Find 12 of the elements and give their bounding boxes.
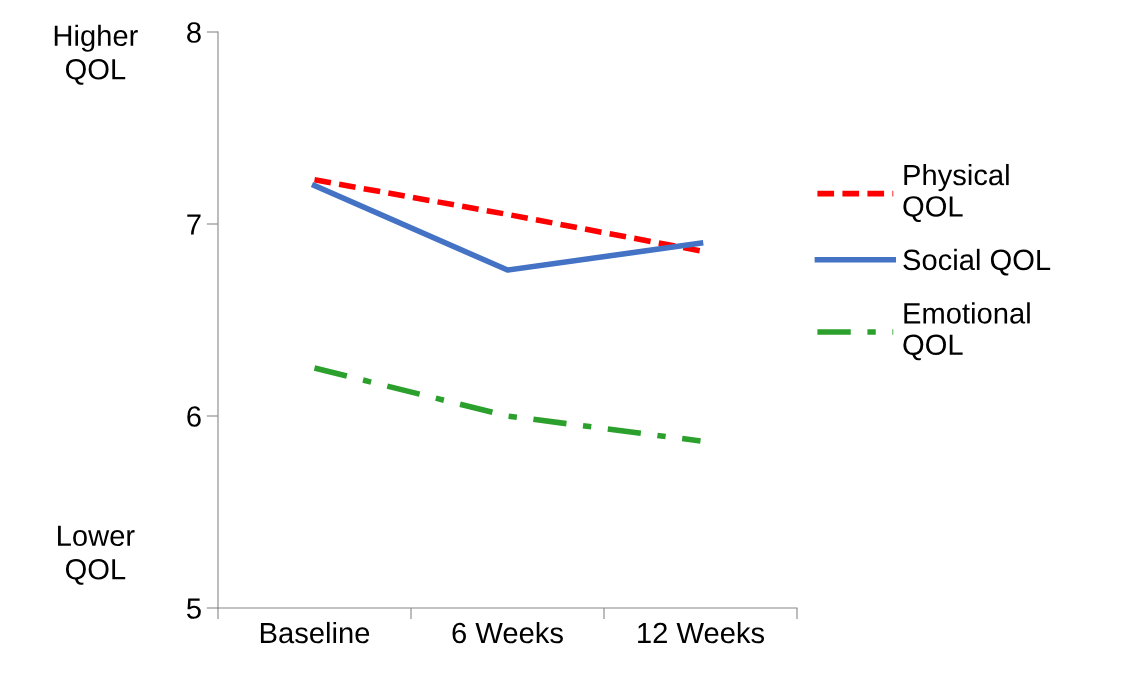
x-tick-label: 12 Weeks	[638, 621, 765, 644]
y-tick-label: 6	[187, 406, 201, 427]
text: Lower QOL	[58, 525, 135, 585]
x-tick-label: 6 Weeks	[452, 621, 563, 644]
legend-label: Social QOL	[903, 248, 1051, 276]
text: Higher QOL	[54, 24, 138, 85]
y-tick-label: 5	[186, 598, 201, 619]
y-tick-label: 7	[187, 214, 201, 235]
legend-label: Emotional QOL	[903, 302, 1030, 361]
y-tick-label: 8	[187, 22, 201, 43]
x-tick-label: Baseline	[260, 621, 370, 644]
legend-label: Physical QOL	[903, 163, 1009, 223]
